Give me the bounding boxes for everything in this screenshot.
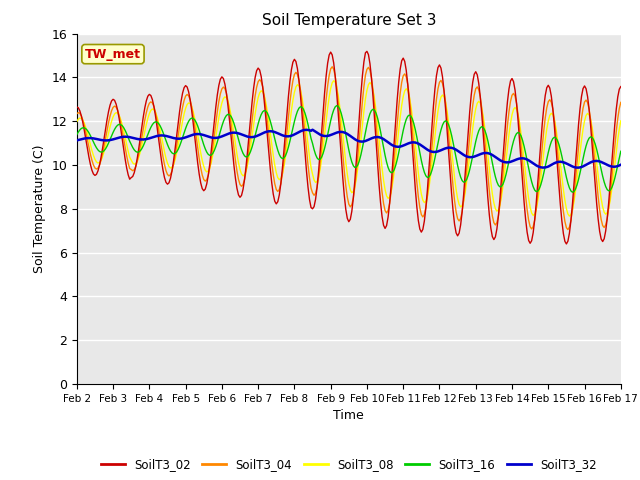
Legend: SoilT3_02, SoilT3_04, SoilT3_08, SoilT3_16, SoilT3_32: SoilT3_02, SoilT3_04, SoilT3_08, SoilT3_… <box>96 454 602 476</box>
Title: Soil Temperature Set 3: Soil Temperature Set 3 <box>262 13 436 28</box>
X-axis label: Time: Time <box>333 409 364 422</box>
Y-axis label: Soil Temperature (C): Soil Temperature (C) <box>33 144 45 273</box>
Text: TW_met: TW_met <box>85 48 141 60</box>
